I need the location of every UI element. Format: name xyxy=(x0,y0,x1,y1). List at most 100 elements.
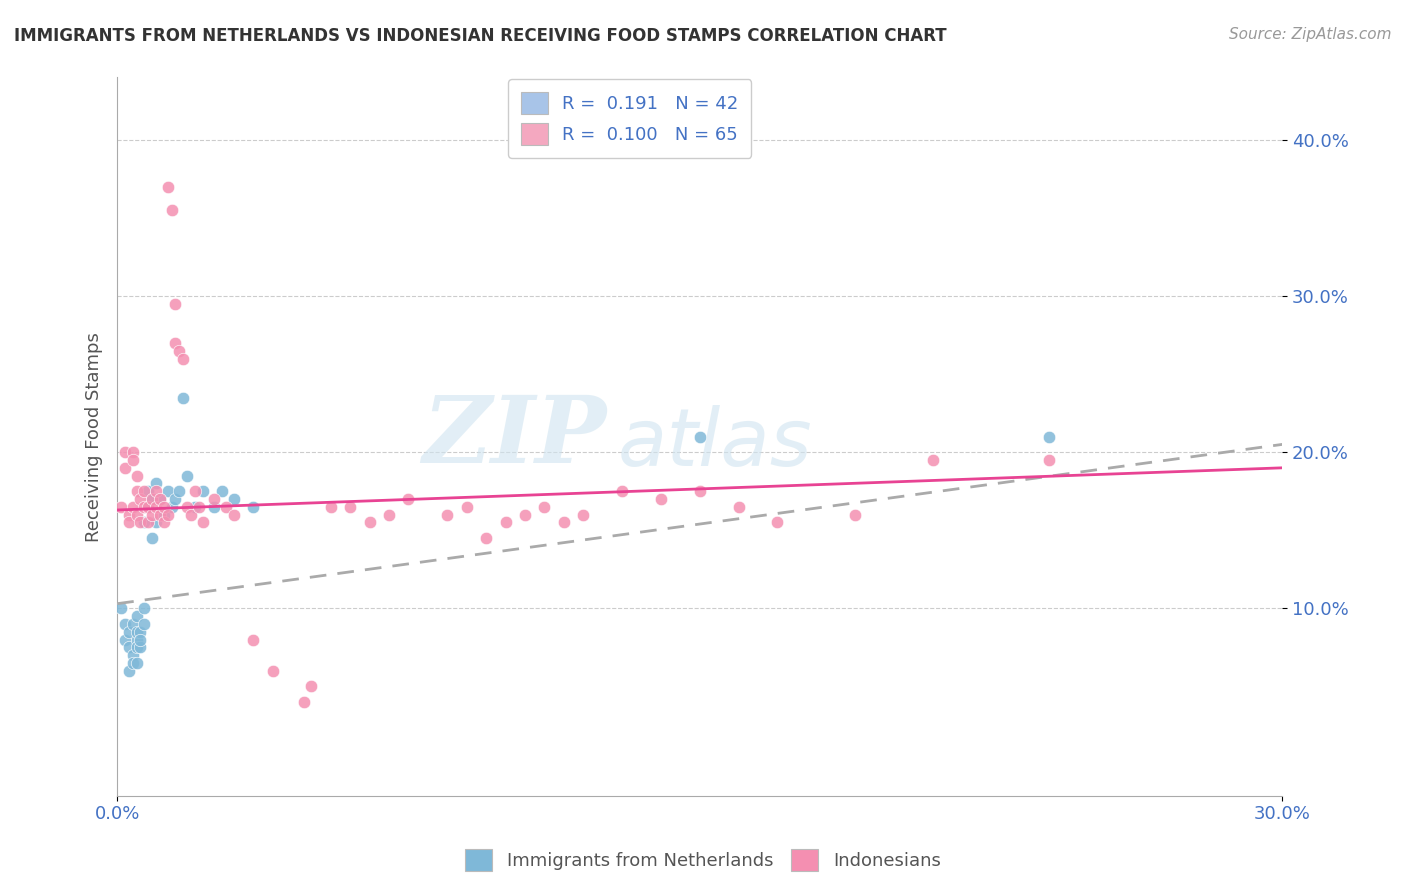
Point xyxy=(339,500,361,514)
Point xyxy=(211,484,233,499)
Point xyxy=(222,491,245,506)
Point xyxy=(169,343,191,358)
Point xyxy=(125,468,148,483)
Point xyxy=(110,601,132,615)
Point xyxy=(136,500,159,514)
Point xyxy=(1038,453,1060,467)
Point xyxy=(165,491,187,506)
Point xyxy=(118,640,141,655)
Point xyxy=(121,648,143,663)
Point xyxy=(118,664,141,678)
Point xyxy=(118,516,141,530)
Point xyxy=(129,640,152,655)
Point xyxy=(436,508,458,522)
Point xyxy=(141,491,163,506)
Point xyxy=(129,624,152,639)
Point xyxy=(495,516,517,530)
Point xyxy=(125,624,148,639)
Text: Source: ZipAtlas.com: Source: ZipAtlas.com xyxy=(1229,27,1392,42)
Point xyxy=(114,460,136,475)
Point xyxy=(572,508,595,522)
Point xyxy=(378,508,401,522)
Point xyxy=(215,500,238,514)
Point xyxy=(359,516,381,530)
Point xyxy=(134,617,156,632)
Point xyxy=(727,500,749,514)
Point xyxy=(844,508,866,522)
Point xyxy=(242,500,264,514)
Point xyxy=(176,500,198,514)
Point xyxy=(1038,429,1060,443)
Text: ZIP: ZIP xyxy=(422,392,606,482)
Point xyxy=(184,500,207,514)
Point xyxy=(129,516,152,530)
Point xyxy=(125,508,148,522)
Point xyxy=(689,484,711,499)
Point xyxy=(121,445,143,459)
Point xyxy=(152,500,174,514)
Point xyxy=(650,491,672,506)
Point xyxy=(156,484,179,499)
Point xyxy=(129,632,152,647)
Point xyxy=(766,516,789,530)
Point xyxy=(121,500,143,514)
Point xyxy=(141,508,163,522)
Point xyxy=(152,508,174,522)
Point xyxy=(242,632,264,647)
Point xyxy=(118,624,141,639)
Point xyxy=(456,500,478,514)
Point xyxy=(165,335,187,350)
Point xyxy=(149,491,172,506)
Point xyxy=(172,391,194,405)
Point xyxy=(145,516,167,530)
Point xyxy=(141,531,163,545)
Point xyxy=(145,484,167,499)
Point xyxy=(513,508,536,522)
Point xyxy=(921,453,943,467)
Point xyxy=(172,351,194,366)
Point xyxy=(156,179,179,194)
Point xyxy=(202,500,225,514)
Point xyxy=(222,508,245,522)
Point xyxy=(125,484,148,499)
Point xyxy=(125,609,148,624)
Point xyxy=(121,453,143,467)
Point xyxy=(180,508,202,522)
Point xyxy=(125,656,148,670)
Point xyxy=(118,508,141,522)
Text: atlas: atlas xyxy=(619,405,813,483)
Point xyxy=(191,484,214,499)
Point xyxy=(145,500,167,514)
Point xyxy=(610,484,633,499)
Point xyxy=(134,601,156,615)
Point xyxy=(125,640,148,655)
Point xyxy=(187,500,209,514)
Point xyxy=(134,484,156,499)
Point xyxy=(141,491,163,506)
Point xyxy=(202,491,225,506)
Point xyxy=(169,484,191,499)
Point xyxy=(129,491,152,506)
Point xyxy=(152,516,174,530)
Point xyxy=(475,531,498,545)
Point xyxy=(125,632,148,647)
Legend: Immigrants from Netherlands, Indonesians: Immigrants from Netherlands, Indonesians xyxy=(458,842,948,879)
Point xyxy=(160,203,183,218)
Point xyxy=(114,632,136,647)
Point xyxy=(156,508,179,522)
Point xyxy=(299,680,322,694)
Point xyxy=(533,500,555,514)
Point xyxy=(114,617,136,632)
Point xyxy=(121,617,143,632)
Point xyxy=(136,500,159,514)
Point xyxy=(114,445,136,459)
Point xyxy=(160,500,183,514)
Point xyxy=(165,297,187,311)
Point xyxy=(134,516,156,530)
Point xyxy=(136,516,159,530)
Point xyxy=(176,468,198,483)
Point xyxy=(145,476,167,491)
Text: IMMIGRANTS FROM NETHERLANDS VS INDONESIAN RECEIVING FOOD STAMPS CORRELATION CHAR: IMMIGRANTS FROM NETHERLANDS VS INDONESIA… xyxy=(14,27,946,45)
Point xyxy=(191,516,214,530)
Point xyxy=(292,695,315,709)
